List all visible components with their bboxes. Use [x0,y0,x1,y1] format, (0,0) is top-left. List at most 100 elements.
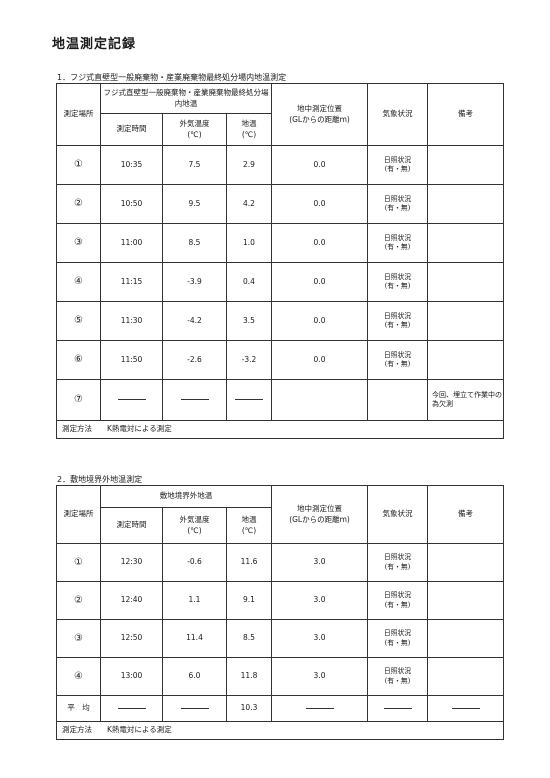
location-cell: ② [56,184,101,224]
header-remarks: 備考 [427,83,505,146]
ground-temp-cell [225,379,273,421]
air-temp-cell: 11.4 [162,619,227,658]
header-air-temp-unit: (℃) [187,129,202,139]
depth-cell [271,379,369,421]
section1-heading: 1．フジ式直壁型一般廃棄物・産業廃棄物最終処分場内地温測定 [57,73,287,82]
depth-cell: 3.0 [271,543,369,582]
air-temp-cell: 9.5 [162,184,227,224]
section1-table: 測定場所 フジ式直壁型一般廃棄物・産業廃棄物最終処分場内地温 地中測定位置 (G… [55,83,505,439]
location-cell: ⑥ [56,340,101,380]
weather-cell [367,379,429,421]
header-ground-temp-unit: (℃) [241,525,257,535]
weather-label: 日照状況 [383,272,412,281]
weather-label: 日照状況 [383,194,412,203]
weather-cell: 日照状況 (有・無) [367,262,429,302]
header-group: フジ式直壁型一般廃棄物・産業廃棄物最終処分場内地温 [99,83,273,114]
weather-label: 日照状況 [383,350,412,359]
weather-value: (有・無) [384,204,411,212]
header-weather: 気象状況 [367,83,429,146]
depth-cell [271,695,369,722]
time-cell: 11:50 [100,340,163,380]
depth-cell: 0.0 [271,184,369,224]
remarks-cell: 今回、埋立て作業中の為欠測 [427,379,505,421]
weather-value: (有・無) [384,282,411,290]
average-row: 平 均 10.3 [56,695,505,722]
header-time: 測定時間 [100,113,163,146]
header-location: 測定場所 [56,485,101,544]
depth-cell: 3.0 [271,657,369,696]
remarks-cell [427,184,505,224]
weather-cell [367,695,429,722]
dash-mark [180,707,209,709]
header-group: 敷地境界外地温 [99,485,273,508]
weather-cell: 日照状況 (有・無) [367,340,429,380]
weather-cell: 日照状況 (有・無) [367,301,429,341]
weather-cell: 日照状況 (有・無) [367,543,429,582]
header-ground-temp-label: 地温 [241,515,257,525]
weather-label: 日照状況 [383,591,412,600]
depth-cell: 3.0 [271,581,369,620]
location-cell: ④ [56,262,101,302]
page-title: 地温測定記録 [52,37,137,52]
depth-cell: 3.0 [271,619,369,658]
header-ground-temp-unit: (℃) [241,129,257,139]
ground-temp-cell: 2.9 [225,145,273,185]
time-cell: 10:50 [100,184,163,224]
air-temp-cell: 1.1 [162,581,227,620]
dash-mark [117,399,146,401]
weather-value: (有・無) [384,638,411,647]
location-cell: ④ [56,657,101,696]
weather-value: (有・無) [384,562,411,571]
air-temp-cell: 8.5 [162,223,227,263]
weather-cell: 日照状況 (有・無) [367,657,429,696]
section2-heading: 2．敷地境界外地温測定 [57,475,143,484]
header-air-temp: 外気温度 (℃) [162,113,227,146]
ground-temp-cell: 11.6 [225,543,273,582]
header-depth-sub: (GLからの距離m) [289,514,350,524]
weather-cell: 日照状況 (有・無) [367,145,429,185]
depth-cell: 0.0 [271,340,369,380]
remarks-cell [427,340,505,380]
weather-value: (有・無) [384,321,411,329]
weather-label: 日照状況 [383,233,412,242]
header-air-temp-label: 外気温度 [179,515,210,525]
ground-temp-cell: 1.0 [225,223,273,263]
dash-mark [180,399,209,401]
table-row: ⑤ 11:30 -4.2 3.5 0.0 日照状況 (有・無) [56,301,505,341]
table-row: ② 10:50 9.5 4.2 0.0 日照状況 (有・無) [56,184,505,224]
air-temp-cell: -0.6 [162,543,227,582]
weather-value: (有・無) [384,600,411,609]
header-depth: 地中測定位置 (GLからの距離m) [271,83,369,146]
header-location: 測定場所 [56,83,101,146]
ground-temp-cell: 11.8 [225,657,273,696]
depth-cell: 0.0 [271,262,369,302]
air-temp-cell [162,695,227,722]
location-cell: ⑤ [56,301,101,341]
weather-label: 日照状況 [383,629,412,638]
air-temp-cell: -4.2 [162,301,227,341]
dash-mark [235,399,263,401]
remarks-cell [427,262,505,302]
dash-mark [117,707,146,709]
location-cell: ⑦ [56,379,101,421]
weather-value: (有・無) [384,165,411,173]
table-row: ⑥ 11:50 -2.6 -3.2 0.0 日照状況 (有・無) [56,340,505,380]
air-temp-cell: -3.9 [162,262,227,302]
depth-cell: 0.0 [271,301,369,341]
header-air-temp: 外気温度 (℃) [162,507,227,544]
header-depth-label: 地中測定位置 [297,504,343,514]
average-ground-temp: 10.3 [225,695,273,722]
time-cell: 13:00 [100,657,163,696]
weather-label: 日照状況 [383,311,412,320]
air-temp-cell [162,379,227,421]
remarks-cell [427,543,505,582]
weather-label: 日照状況 [383,155,412,164]
weather-cell: 日照状況 (有・無) [367,223,429,263]
header-time: 測定時間 [100,507,163,544]
remarks-cell [427,145,505,185]
weather-cell: 日照状況 (有・無) [367,184,429,224]
time-cell: 11:15 [100,262,163,302]
dash-mark [305,707,334,709]
table-row: ③ 12:50 11.4 8.5 3.0 日照状況 (有・無) [56,619,505,658]
weather-cell: 日照状況 (有・無) [367,581,429,620]
